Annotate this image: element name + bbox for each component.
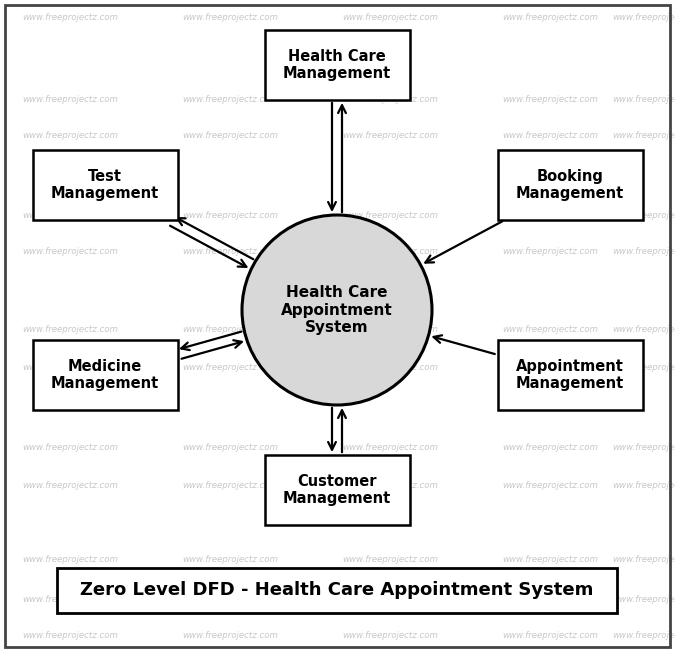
Text: www.freeprojectz.com: www.freeprojectz.com xyxy=(342,130,438,140)
Text: www.freeprojectz.com: www.freeprojectz.com xyxy=(22,595,118,604)
Text: www.freeprojectz.com: www.freeprojectz.com xyxy=(342,325,438,334)
Text: www.freeprojectz.com: www.freeprojectz.com xyxy=(612,325,675,334)
Text: www.freeprojectz.com: www.freeprojectz.com xyxy=(502,364,598,372)
Text: www.freeprojectz.com: www.freeprojectz.com xyxy=(612,595,675,604)
Text: www.freeprojectz.com: www.freeprojectz.com xyxy=(612,443,675,452)
Text: www.freeprojectz.com: www.freeprojectz.com xyxy=(502,95,598,104)
Circle shape xyxy=(242,215,432,405)
Text: www.freeprojectz.com: www.freeprojectz.com xyxy=(502,130,598,140)
Text: www.freeprojectz.com: www.freeprojectz.com xyxy=(612,248,675,256)
Text: Medicine
Management: Medicine Management xyxy=(51,359,159,391)
Text: www.freeprojectz.com: www.freeprojectz.com xyxy=(342,481,438,490)
Text: Booking
Management: Booking Management xyxy=(516,169,624,201)
Text: www.freeprojectz.com: www.freeprojectz.com xyxy=(182,325,278,334)
Text: www.freeprojectz.com: www.freeprojectz.com xyxy=(182,630,278,640)
Text: www.freeprojectz.com: www.freeprojectz.com xyxy=(182,364,278,372)
Text: www.freeprojectz.com: www.freeprojectz.com xyxy=(182,95,278,104)
Text: www.freeprojectz.com: www.freeprojectz.com xyxy=(502,211,598,220)
Text: www.freeprojectz.com: www.freeprojectz.com xyxy=(22,14,118,23)
Text: www.freeprojectz.com: www.freeprojectz.com xyxy=(182,443,278,452)
Text: www.freeprojectz.com: www.freeprojectz.com xyxy=(182,14,278,23)
Text: www.freeprojectz.com: www.freeprojectz.com xyxy=(612,364,675,372)
Text: Health Care
Appointment
System: Health Care Appointment System xyxy=(281,285,393,335)
Text: www.freeprojectz.com: www.freeprojectz.com xyxy=(22,481,118,490)
Text: www.freeprojectz.com: www.freeprojectz.com xyxy=(612,14,675,23)
Text: www.freeprojectz.com: www.freeprojectz.com xyxy=(342,14,438,23)
Text: www.freeprojectz.com: www.freeprojectz.com xyxy=(182,211,278,220)
Text: www.freeprojectz.com: www.freeprojectz.com xyxy=(182,248,278,256)
FancyBboxPatch shape xyxy=(32,150,178,220)
Text: www.freeprojectz.com: www.freeprojectz.com xyxy=(342,443,438,452)
Text: www.freeprojectz.com: www.freeprojectz.com xyxy=(342,595,438,604)
FancyBboxPatch shape xyxy=(497,340,643,410)
Text: www.freeprojectz.com: www.freeprojectz.com xyxy=(22,364,118,372)
Text: Test
Management: Test Management xyxy=(51,169,159,201)
Text: www.freeprojectz.com: www.freeprojectz.com xyxy=(22,325,118,334)
Text: www.freeprojectz.com: www.freeprojectz.com xyxy=(612,211,675,220)
Text: www.freeprojectz.com: www.freeprojectz.com xyxy=(342,364,438,372)
Text: www.freeprojectz.com: www.freeprojectz.com xyxy=(612,130,675,140)
FancyBboxPatch shape xyxy=(497,150,643,220)
FancyBboxPatch shape xyxy=(265,455,410,525)
Text: www.freeprojectz.com: www.freeprojectz.com xyxy=(502,325,598,334)
Text: www.freeprojectz.com: www.freeprojectz.com xyxy=(612,556,675,565)
FancyBboxPatch shape xyxy=(57,567,617,612)
Text: www.freeprojectz.com: www.freeprojectz.com xyxy=(502,248,598,256)
Text: www.freeprojectz.com: www.freeprojectz.com xyxy=(342,211,438,220)
Text: www.freeprojectz.com: www.freeprojectz.com xyxy=(182,595,278,604)
Text: www.freeprojectz.com: www.freeprojectz.com xyxy=(22,630,118,640)
Text: www.freeprojectz.com: www.freeprojectz.com xyxy=(502,595,598,604)
Text: www.freeprojectz.com: www.freeprojectz.com xyxy=(22,556,118,565)
Text: www.freeprojectz.com: www.freeprojectz.com xyxy=(22,130,118,140)
FancyBboxPatch shape xyxy=(265,30,410,100)
Text: www.freeprojectz.com: www.freeprojectz.com xyxy=(182,556,278,565)
Text: www.freeprojectz.com: www.freeprojectz.com xyxy=(22,95,118,104)
Text: www.freeprojectz.com: www.freeprojectz.com xyxy=(342,248,438,256)
Text: Appointment
Management: Appointment Management xyxy=(516,359,624,391)
Text: Health Care
Management: Health Care Management xyxy=(283,49,391,82)
Text: www.freeprojectz.com: www.freeprojectz.com xyxy=(22,248,118,256)
Text: www.freeprojectz.com: www.freeprojectz.com xyxy=(342,556,438,565)
Text: www.freeprojectz.com: www.freeprojectz.com xyxy=(22,211,118,220)
Text: www.freeprojectz.com: www.freeprojectz.com xyxy=(502,481,598,490)
Text: Zero Level DFD - Health Care Appointment System: Zero Level DFD - Health Care Appointment… xyxy=(80,581,594,599)
Text: Customer
Management: Customer Management xyxy=(283,474,391,506)
Text: www.freeprojectz.com: www.freeprojectz.com xyxy=(502,556,598,565)
Text: www.freeprojectz.com: www.freeprojectz.com xyxy=(502,443,598,452)
Text: www.freeprojectz.com: www.freeprojectz.com xyxy=(612,95,675,104)
Text: www.freeprojectz.com: www.freeprojectz.com xyxy=(612,630,675,640)
Text: www.freeprojectz.com: www.freeprojectz.com xyxy=(342,95,438,104)
Text: www.freeprojectz.com: www.freeprojectz.com xyxy=(502,14,598,23)
Text: www.freeprojectz.com: www.freeprojectz.com xyxy=(342,630,438,640)
FancyBboxPatch shape xyxy=(32,340,178,410)
Text: www.freeprojectz.com: www.freeprojectz.com xyxy=(182,481,278,490)
Text: www.freeprojectz.com: www.freeprojectz.com xyxy=(502,630,598,640)
Text: www.freeprojectz.com: www.freeprojectz.com xyxy=(182,130,278,140)
Text: www.freeprojectz.com: www.freeprojectz.com xyxy=(612,481,675,490)
Text: www.freeprojectz.com: www.freeprojectz.com xyxy=(22,443,118,452)
